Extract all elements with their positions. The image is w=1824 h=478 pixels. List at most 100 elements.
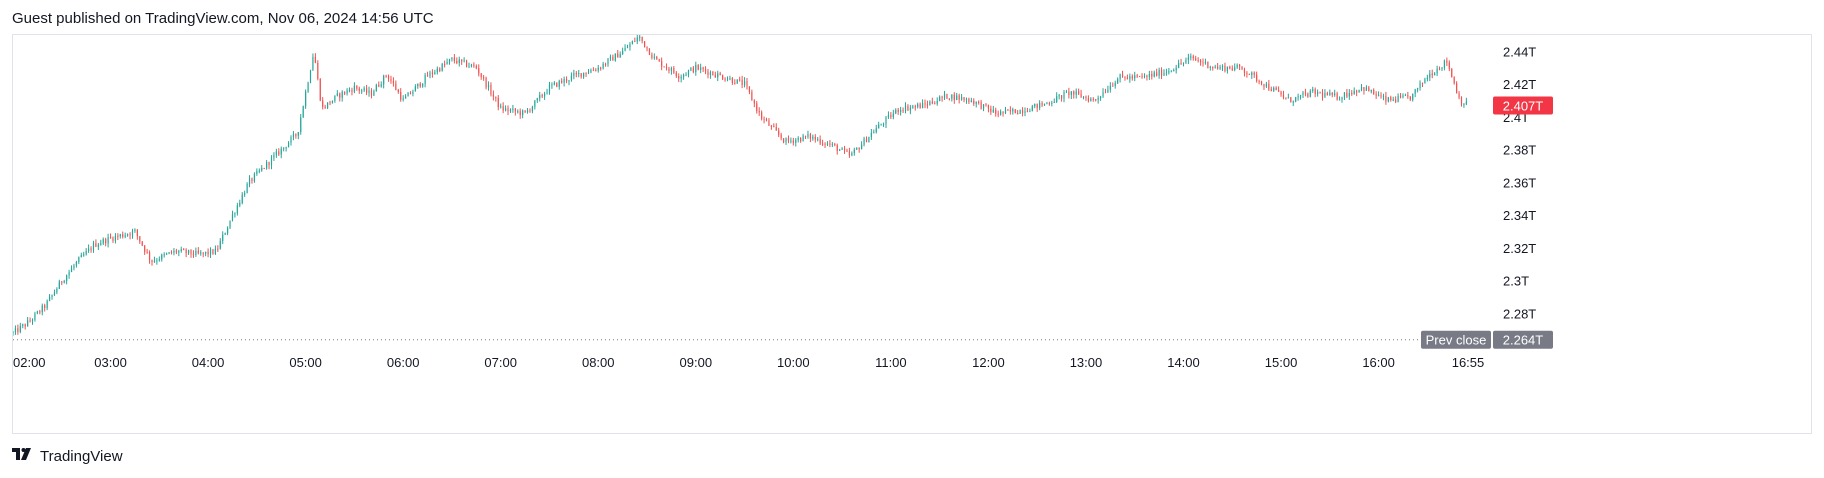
candle: [1148, 70, 1150, 80]
candle: [1268, 79, 1270, 91]
candle-body: [397, 89, 399, 93]
candle-body: [1126, 77, 1129, 80]
candle-body: [1134, 75, 1136, 79]
tradingview-logo-icon[interactable]: [12, 447, 34, 465]
candle: [473, 62, 475, 68]
candle-body: [1182, 62, 1185, 64]
candle-body: [285, 147, 287, 149]
candle: [975, 101, 977, 108]
candle: [1436, 65, 1438, 77]
x-tick-label: 16:55: [1452, 355, 1485, 370]
candle: [673, 65, 675, 74]
candle-body: [765, 119, 768, 121]
candle: [185, 248, 187, 258]
candle: [1338, 96, 1341, 101]
candle-body: [1158, 69, 1160, 76]
candle-body: [1212, 66, 1214, 68]
candle-body: [634, 41, 636, 43]
candle-body: [173, 250, 175, 253]
candle-body: [458, 59, 460, 64]
candle-body: [692, 67, 694, 72]
candle: [402, 95, 404, 102]
candle-body: [1353, 90, 1355, 95]
candle: [470, 63, 473, 68]
brand-label[interactable]: TradingView: [40, 447, 123, 465]
candle-body: [1214, 66, 1216, 68]
candle: [326, 102, 329, 110]
candle-body: [617, 53, 619, 58]
prev-close-text: Prev close: [1426, 333, 1487, 348]
candle-body: [129, 234, 131, 236]
time-axis[interactable]: 02:00 03:00 04:00 05:00 06:00 07:00 08:00 09:00…: [13, 355, 1484, 370]
candle-body: [1097, 98, 1099, 100]
candle: [192, 250, 195, 258]
candle-body: [580, 73, 582, 77]
candle: [656, 55, 658, 60]
candle: [19, 322, 21, 334]
candle: [726, 76, 729, 82]
candle: [363, 86, 365, 93]
candle: [1099, 95, 1102, 101]
candle-body: [519, 111, 521, 116]
footer: TradingView: [12, 447, 123, 465]
candle-body: [329, 102, 331, 104]
candle: [1112, 82, 1114, 87]
candle: [205, 251, 207, 257]
candle-body: [1202, 62, 1204, 64]
candle-body: [663, 66, 665, 68]
price-axis[interactable]: 2.44T2.42T2.4T2.38T2.36T2.34T2.32T2.3T2.…: [1503, 44, 1536, 321]
candle-body: [897, 109, 899, 112]
candle: [804, 135, 807, 139]
candle-body: [639, 36, 641, 38]
candle: [1219, 64, 1221, 70]
candle-body: [731, 78, 733, 83]
candle-body: [1331, 92, 1333, 95]
candle-body: [222, 234, 224, 241]
candle-body: [144, 245, 146, 252]
candle-body: [804, 135, 807, 137]
candle-body: [90, 248, 92, 251]
candle: [1002, 111, 1004, 117]
candle-body: [1021, 110, 1024, 113]
candle-body: [124, 235, 126, 237]
candle: [709, 70, 712, 79]
candle-body: [1297, 96, 1299, 98]
candle: [685, 72, 687, 77]
candle: [122, 231, 124, 239]
candle: [385, 74, 387, 78]
candle: [1241, 66, 1243, 70]
chart-frame[interactable]: 2.44T 2.42T 2.4T 2.38T 2.36T 2.34T 2.32T 2.3T 2.…: [12, 34, 1812, 434]
candle-body: [1343, 92, 1346, 98]
candle: [331, 100, 334, 104]
candle-body: [70, 268, 73, 273]
candle-body: [187, 249, 190, 254]
candle: [622, 47, 624, 55]
candle: [241, 192, 243, 205]
candle-body: [461, 59, 463, 62]
candle: [765, 117, 768, 122]
candle: [934, 101, 936, 105]
candle-body: [1421, 82, 1424, 84]
candle: [107, 233, 109, 248]
candle-body: [1041, 102, 1043, 106]
candle-body: [1034, 103, 1036, 107]
candle: [95, 239, 97, 248]
candle: [646, 46, 648, 52]
candle-body: [929, 101, 931, 106]
candle: [963, 96, 965, 103]
candle-body: [568, 80, 570, 82]
candle-body: [839, 149, 841, 151]
candle: [1356, 89, 1358, 97]
candle-body: [353, 85, 355, 92]
candle: [302, 105, 304, 118]
candle-body: [641, 36, 643, 42]
candle-body: [919, 104, 921, 109]
candle-body: [1278, 90, 1280, 92]
candle-body: [921, 103, 924, 109]
candlestick-chart[interactable]: 2.44T2.42T2.4T2.38T2.36T2.34T2.32T2.3T2.…: [13, 35, 1811, 433]
candle-body: [1246, 72, 1248, 75]
candle: [597, 64, 599, 73]
candle: [970, 97, 972, 103]
candle-body: [305, 91, 307, 107]
candle-body: [941, 96, 943, 98]
